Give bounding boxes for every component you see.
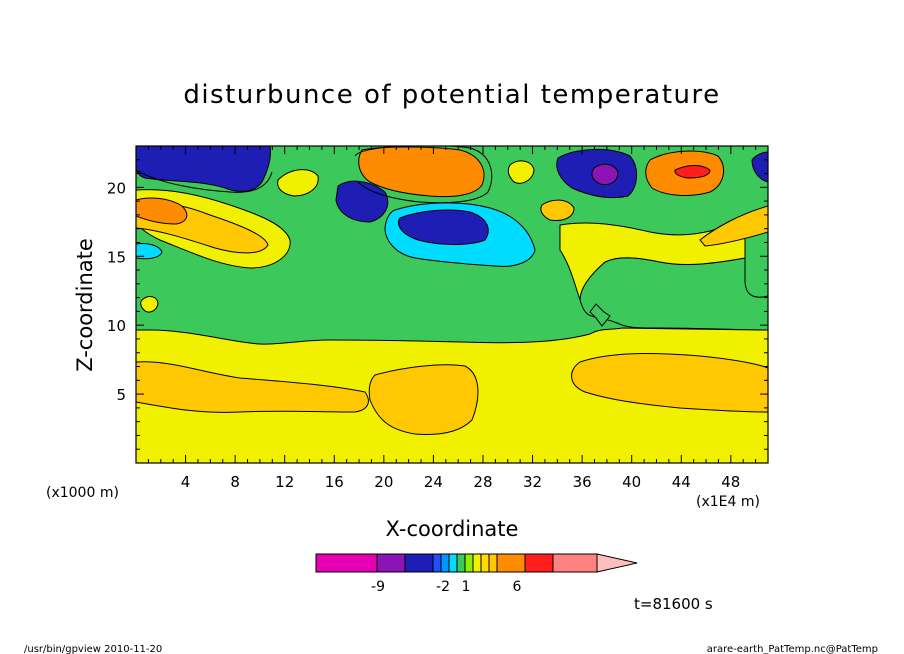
blob-orange-left [136, 197, 188, 225]
colorbar-swatch [376, 553, 406, 573]
blob-top-orange-ring [354, 146, 493, 204]
x-tick-label: 8 [230, 473, 240, 491]
x-tick-label: 40 [622, 473, 641, 491]
blob-small-cyan-5 [136, 243, 163, 260]
x-tick-label: 12 [275, 473, 294, 491]
chart-title: disturbunce of potential temperature [183, 80, 720, 110]
colorbar-arrow [596, 553, 638, 573]
band-yellow-upper [559, 217, 746, 301]
x-tick-label: 16 [325, 473, 344, 491]
y-tick-label: 15 [107, 248, 126, 266]
footer-left: /usr/bin/gpview 2010-11-20 [24, 644, 162, 654]
x-tick-label: 44 [672, 473, 691, 491]
y-axis-label: Z-coordinate [73, 238, 97, 372]
blob-center-blue [335, 180, 389, 223]
x-tick-label: 28 [473, 473, 492, 491]
blob-far-right-red [674, 165, 711, 179]
x-tick-label: 4 [181, 473, 191, 491]
x-axis: 4 8 12 16 20 24 28 32 36 40 44 48 [147, 146, 757, 491]
colorbar-swatch [456, 553, 466, 573]
colorbar: -9 -2 1 6 [315, 553, 638, 595]
x-tick-label: 48 [721, 473, 740, 491]
time-label: t=81600 s [634, 595, 713, 613]
blob-small-orange-3 [540, 199, 575, 221]
colorbar-tick-label: -9 [371, 579, 385, 595]
blob-small-yellow-1 [277, 169, 319, 197]
x-axis-label: X-coordinate [386, 517, 519, 541]
colorbar-swatch [404, 553, 434, 573]
y-tick-label: 20 [107, 179, 126, 197]
colorbar-tick-label: -2 [436, 579, 450, 595]
colorbar-swatch [315, 553, 378, 573]
blob-small-yellow-4 [140, 296, 159, 313]
y-tick-label: 5 [116, 386, 126, 404]
blob-edge-right-orange [699, 205, 768, 247]
blob-small-green-6 [589, 303, 611, 327]
x-unit-label: (x1E4 m) [696, 494, 760, 510]
colorbar-swatch [472, 553, 482, 573]
y-unit-label: (x1000 m) [46, 485, 119, 501]
blob-low-left [136, 361, 369, 413]
colorbar-swatch [524, 553, 554, 573]
footer-right: arare-earth_PatTemp.nc@PatTemp [707, 644, 878, 654]
blob-top-orange [358, 146, 485, 198]
blob-right-purple [591, 163, 619, 185]
x-tick-label: 36 [573, 473, 592, 491]
blob-top-cyan-ring [136, 169, 273, 193]
y-axis: 5 10 15 20 [107, 159, 768, 450]
y-tick-label: 10 [107, 317, 126, 335]
x-tick-label: 32 [523, 473, 542, 491]
colorbar-tick-label: 6 [513, 579, 522, 595]
colorbar-swatch [496, 553, 526, 573]
colorbar-tick-label: 1 [462, 579, 471, 595]
colorbar-swatch [488, 553, 498, 573]
colorbar-swatch [448, 553, 458, 573]
colorbar-swatch [464, 553, 474, 573]
colorbar-swatch [440, 553, 450, 573]
x-tick-label: 20 [374, 473, 393, 491]
colorbar-swatch [480, 553, 490, 573]
colorbar-swatch [552, 553, 598, 573]
blob-low-center [368, 364, 479, 435]
blob-center-blue-2 [398, 209, 489, 245]
blob-low-right [571, 353, 768, 413]
x-tick-label: 24 [424, 473, 443, 491]
blob-top-left-blue [136, 146, 271, 192]
plot-frame [135, 145, 769, 464]
colorbar-swatch [432, 553, 442, 573]
blob-small-yellow-2 [507, 160, 535, 184]
plot-area [136, 146, 768, 463]
